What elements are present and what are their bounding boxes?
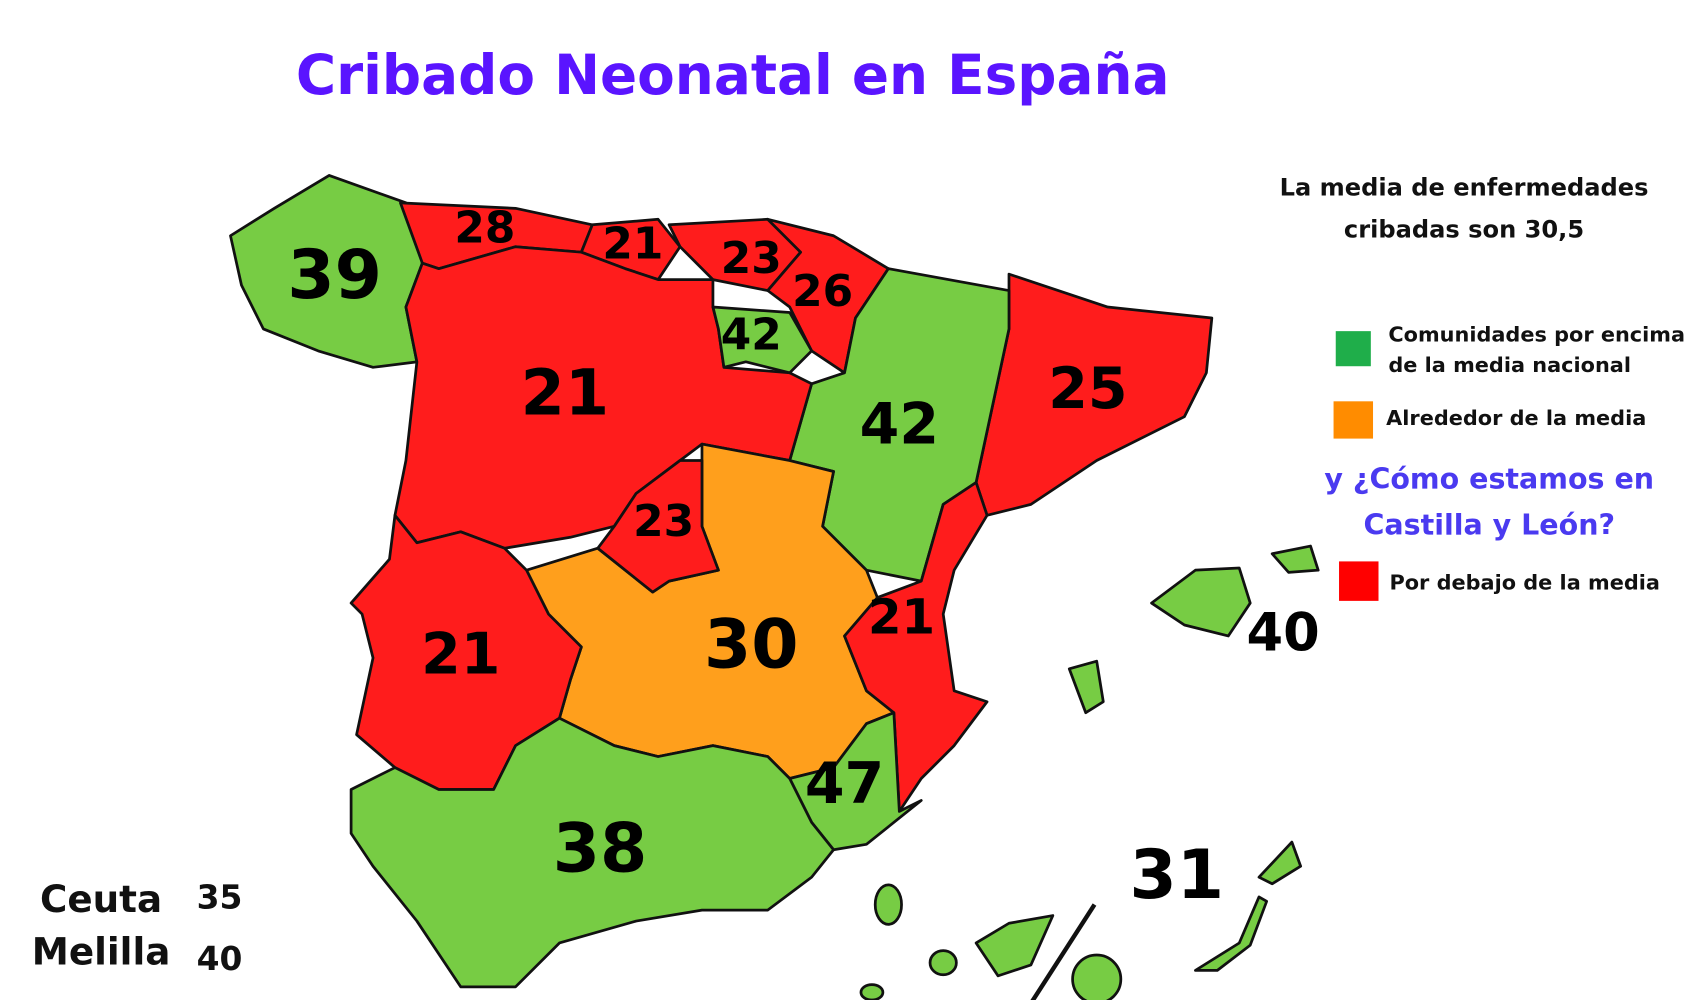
legend-swatch xyxy=(1333,401,1374,439)
region-value: 21 xyxy=(602,219,663,270)
region-value: 47 xyxy=(805,751,884,817)
region xyxy=(1270,544,1320,574)
region-value: 42 xyxy=(721,310,782,361)
region-value: 21 xyxy=(868,590,935,646)
region-value: 31 xyxy=(1129,836,1224,915)
regions xyxy=(229,174,1320,1000)
note-line: cribadas son 30,5 xyxy=(1344,215,1584,243)
region-value: 21 xyxy=(421,622,500,688)
legend-swatch xyxy=(1339,561,1379,601)
region-value: 23 xyxy=(721,233,782,284)
region-value: 23 xyxy=(633,496,694,547)
region xyxy=(349,716,835,989)
legend-label: Alrededor de la media xyxy=(1386,406,1646,430)
region xyxy=(788,711,923,852)
region-value: 25 xyxy=(1048,356,1127,422)
question: Castilla y León? xyxy=(1363,508,1615,541)
question: y ¿Cómo estamos en xyxy=(1324,462,1654,495)
region xyxy=(596,459,720,594)
region-value: 26 xyxy=(792,266,853,317)
region xyxy=(859,983,885,1000)
note-line: La media de enfermedades xyxy=(1280,174,1649,202)
legend-label: de la media nacional xyxy=(1388,353,1631,377)
region xyxy=(766,217,890,375)
region xyxy=(1071,953,1123,1000)
divider xyxy=(1030,903,1097,1000)
region xyxy=(711,305,813,375)
region xyxy=(1257,840,1303,886)
region-value: 40 xyxy=(1246,603,1319,664)
legend-swatch xyxy=(1335,331,1371,367)
region-value: 21 xyxy=(521,356,609,430)
region xyxy=(843,481,989,813)
title: Cribado Neonatal en España xyxy=(296,43,1170,107)
legend-label: Por debajo de la media xyxy=(1389,570,1659,594)
region-value: 30 xyxy=(704,606,799,685)
region xyxy=(1150,566,1252,638)
region xyxy=(1067,659,1105,715)
region xyxy=(1194,895,1269,972)
region-value: 42 xyxy=(860,391,939,457)
city-value: 40 xyxy=(197,939,243,978)
region xyxy=(928,949,958,977)
region xyxy=(974,914,1055,978)
region-value: 28 xyxy=(454,202,515,253)
legend-label: Comunidades por encima xyxy=(1388,323,1685,347)
region-values: 39 28 21 23 26 42 25 42 21 23 30 21 21 4… xyxy=(287,202,1319,915)
city-name: Ceuta xyxy=(40,877,162,921)
note: La media de enfermedades cribadas son 30… xyxy=(1280,174,1649,244)
city-name: Melilla xyxy=(32,929,171,973)
legend: Comunidades por encima de la media nacio… xyxy=(1324,323,1685,601)
region-value: 39 xyxy=(287,236,382,315)
city-value: 35 xyxy=(197,878,243,917)
region-value: 38 xyxy=(553,810,648,889)
cities: Ceuta 35 Melilla 40 xyxy=(32,877,243,978)
region xyxy=(873,883,903,926)
